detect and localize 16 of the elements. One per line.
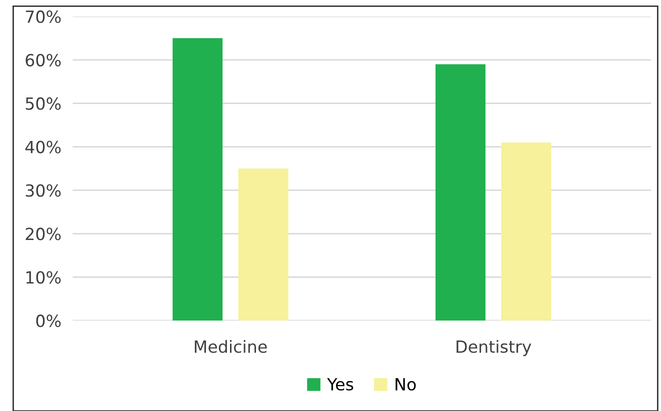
y-tick-label: 0% bbox=[36, 314, 61, 328]
bar bbox=[238, 168, 288, 321]
y-tick-label: 70% bbox=[26, 10, 61, 24]
legend-label: No bbox=[396, 378, 416, 391]
y-tick-label: 50% bbox=[26, 97, 61, 110]
x-tick-label: Medicine bbox=[194, 340, 267, 353]
bar bbox=[501, 142, 552, 321]
bar bbox=[436, 64, 486, 321]
y-tick-label: 20% bbox=[26, 228, 61, 240]
y-tick-label: 10% bbox=[26, 271, 61, 284]
y-tick-label: 60% bbox=[26, 54, 61, 66]
y-tick-label: 40% bbox=[25, 140, 61, 154]
bar bbox=[172, 38, 223, 321]
y-tick-label: 30% bbox=[26, 184, 61, 197]
legend-label: Yes bbox=[327, 378, 354, 391]
x-tick-label: Dentistry bbox=[456, 340, 532, 356]
